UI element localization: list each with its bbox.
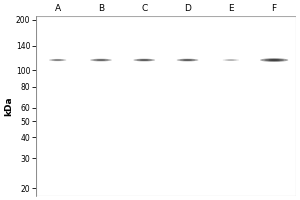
Ellipse shape	[49, 59, 66, 61]
Ellipse shape	[90, 59, 112, 61]
Ellipse shape	[140, 60, 148, 61]
Ellipse shape	[223, 59, 239, 61]
Y-axis label: kDa: kDa	[4, 96, 13, 116]
Ellipse shape	[225, 59, 237, 61]
Ellipse shape	[134, 59, 155, 61]
Ellipse shape	[97, 60, 105, 61]
Ellipse shape	[177, 59, 198, 61]
Ellipse shape	[268, 59, 280, 61]
Ellipse shape	[137, 59, 152, 61]
Ellipse shape	[93, 59, 109, 61]
FancyBboxPatch shape	[36, 16, 296, 196]
Ellipse shape	[183, 60, 192, 61]
Ellipse shape	[180, 59, 195, 61]
Ellipse shape	[260, 58, 288, 62]
Ellipse shape	[264, 59, 284, 61]
Ellipse shape	[52, 59, 64, 61]
